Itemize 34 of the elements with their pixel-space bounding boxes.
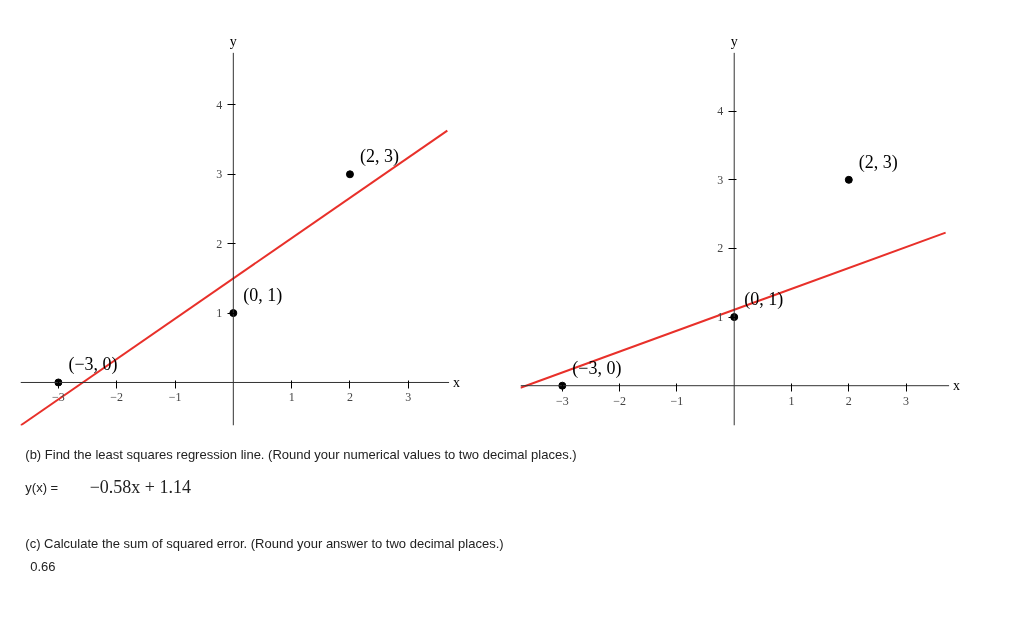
x-tick-label: 1	[288, 390, 295, 405]
y-tick-label: 2	[216, 236, 223, 251]
y-tick-label: 3	[216, 167, 223, 182]
annotation: (−3, 0)	[572, 357, 622, 379]
x-tick-label: −3	[555, 393, 569, 408]
x-axis-title: x	[953, 378, 961, 394]
annotation: (2, 3)	[359, 146, 399, 168]
text: (b) Find the least squares regression line. (Round your numerical values to two decimal places.)	[25, 446, 577, 462]
text: y(x) =	[25, 479, 59, 495]
y-axis-title: y	[229, 33, 237, 49]
y-tick-label: 4	[717, 104, 724, 119]
x-tick-label: −2	[110, 390, 124, 405]
x-tick-label: 1	[788, 393, 795, 408]
y-tick-label: 2	[717, 241, 724, 256]
annotation: (2, 3)	[858, 151, 898, 173]
x-tick-label: 2	[346, 390, 353, 405]
y-tick-label: 3	[717, 172, 724, 187]
x-tick-label: 3	[405, 390, 412, 405]
y-tick-label: 1	[717, 310, 724, 325]
x-tick-label: −1	[670, 393, 684, 408]
y-axis-title: y	[730, 33, 738, 49]
x-axis-title: x	[453, 374, 461, 390]
point	[345, 170, 354, 179]
text: 0.66	[30, 559, 56, 575]
x-tick-label: −2	[613, 393, 627, 408]
annotation: (0, 1)	[243, 285, 283, 307]
x-tick-label: −1	[168, 390, 182, 405]
text: −0.58x + 1.14	[89, 477, 191, 498]
x-tick-label: 2	[845, 393, 852, 408]
y-tick-label: 1	[216, 306, 223, 321]
y-tick-label: 4	[216, 97, 223, 112]
x-tick-label: 3	[903, 393, 910, 408]
text: (c) Calculate the sum of squared error. (Round your answer to two decimal places.)	[25, 535, 504, 551]
point	[844, 175, 853, 184]
